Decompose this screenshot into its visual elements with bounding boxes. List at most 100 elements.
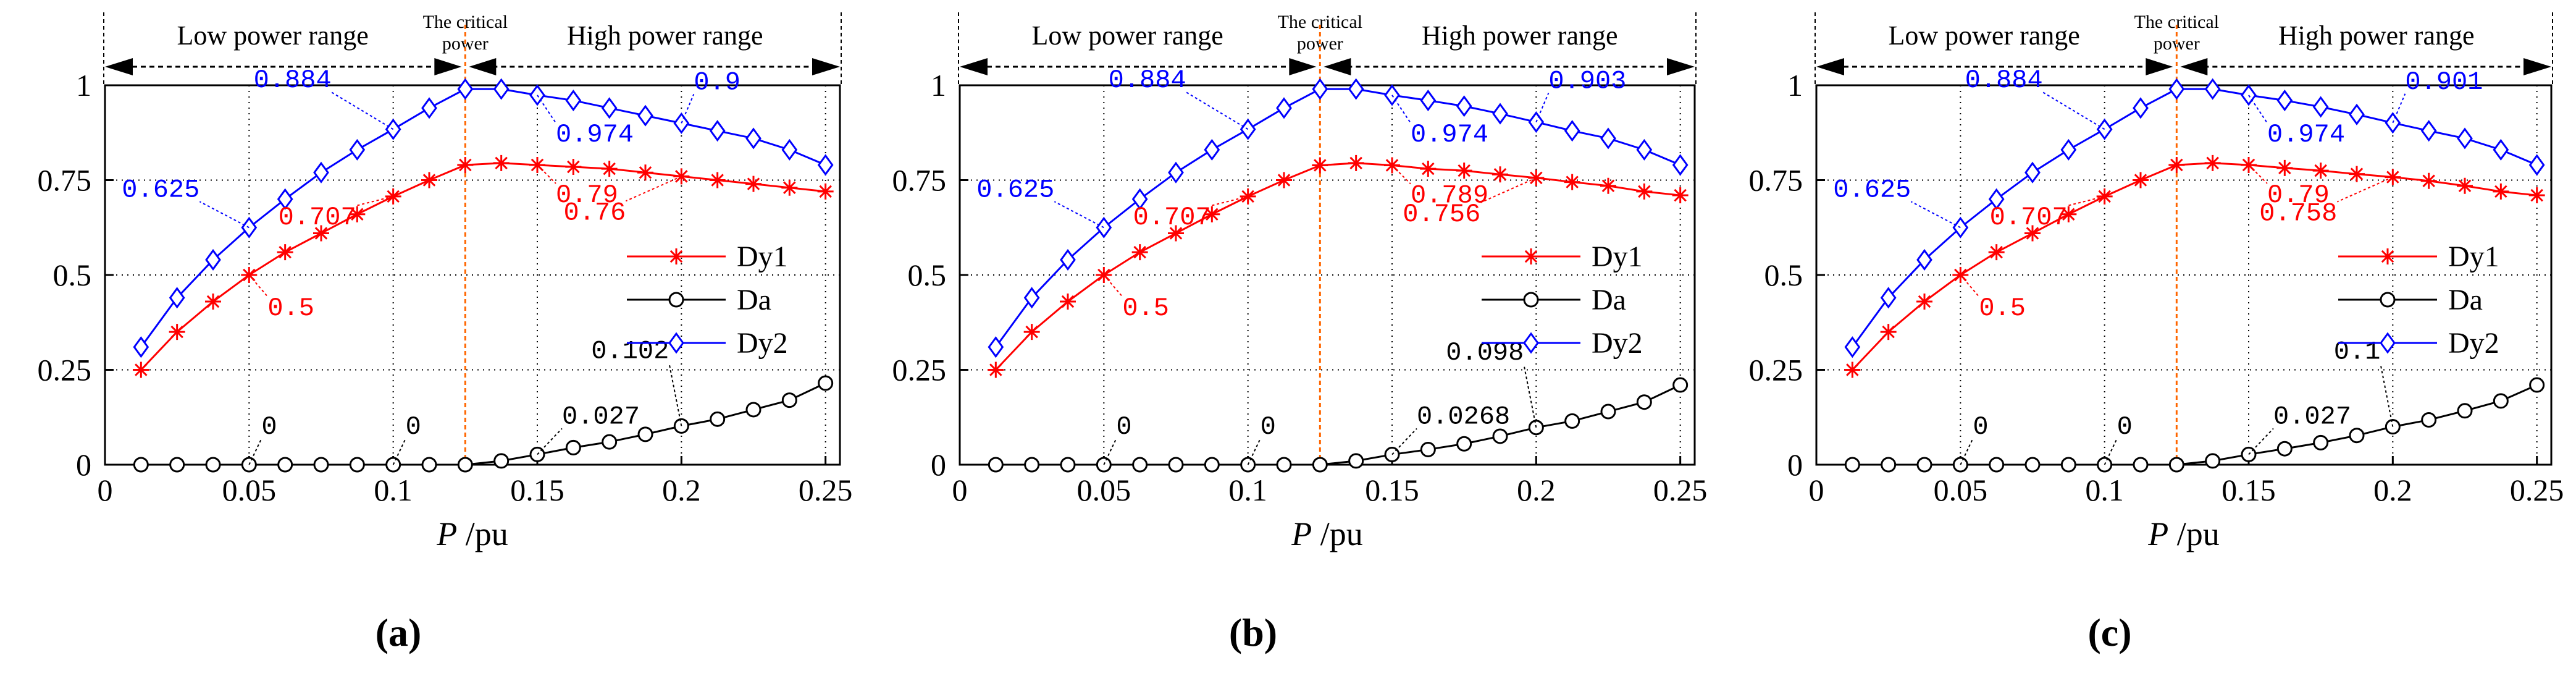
annotation-label: 0: [406, 412, 421, 442]
data-point-dy2: [1456, 95, 1472, 117]
low-range-arrow-left-head: [105, 58, 133, 75]
data-point-da: [988, 457, 1004, 473]
x-tick-label: 0.05: [1934, 473, 1988, 507]
data-point-dy1: [385, 188, 401, 205]
data-point-dy1: [457, 156, 474, 173]
annotation-label: 0.5: [1979, 294, 2026, 323]
data-point-da: [2133, 457, 2149, 473]
x-tick-label: 0.25: [1653, 473, 1708, 507]
annotation-leader: [199, 201, 250, 229]
data-point-da: [818, 375, 834, 391]
x-axis-label-unit: /pu: [2168, 515, 2220, 552]
annotation-leader: [1391, 428, 1417, 455]
data-point-dy2: [745, 127, 761, 150]
annotation-label: 0: [2117, 412, 2133, 442]
y-tick-label: 0.25: [38, 353, 92, 387]
annotation-leader: [1535, 93, 1550, 122]
data-point-dy1: [601, 161, 618, 177]
data-point-dy1: [2096, 188, 2113, 205]
high-range-label: High power range: [2278, 20, 2475, 51]
y-tick-label: 0.25: [1749, 353, 1803, 387]
x-tick-label: 0.2: [662, 473, 701, 507]
low-range-label: Low power range: [1032, 20, 1223, 51]
data-point-da: [1492, 428, 1508, 444]
annotation-leader: [537, 164, 556, 184]
data-point-dy1: [988, 361, 1004, 378]
data-point-dy2: [2420, 120, 2437, 142]
annotation-leader: [668, 363, 682, 426]
x-axis-label-symbol: P: [1291, 515, 1312, 552]
data-point-dy2: [1916, 248, 1932, 271]
data-point-dy2: [2024, 161, 2041, 184]
data-point-dy1: [2420, 172, 2437, 189]
annotation-label: 0.707: [279, 203, 356, 232]
data-point-dy2: [1240, 118, 1256, 140]
x-tick-label: 0: [952, 473, 968, 507]
data-point-dy2: [2133, 97, 2149, 119]
x-axis-label-symbol: P: [436, 515, 457, 552]
data-point-dy1: [2493, 183, 2509, 200]
data-point-dy2: [817, 154, 834, 176]
data-point-da: [349, 457, 365, 473]
legend-label-dy2: Dy2: [737, 327, 788, 360]
annotation-label: 0.625: [122, 175, 199, 205]
annotation-label: 0: [261, 412, 277, 442]
data-point-dy1: [313, 225, 329, 242]
data-point-dy2: [2060, 138, 2077, 161]
annotation-label: 0.625: [1833, 175, 1911, 205]
data-point-dy1: [1204, 206, 1220, 222]
data-point-da: [277, 457, 293, 473]
data-point-da: [169, 457, 185, 473]
data-point-da: [1348, 453, 1364, 469]
data-point-da: [457, 457, 473, 473]
y-tick-label: 1: [1787, 68, 1803, 103]
data-point-dy1: [709, 172, 726, 188]
data-point-da: [1276, 457, 1292, 473]
data-point-dy1: [2385, 169, 2401, 185]
data-point-dy2: [1312, 78, 1328, 100]
data-point-dy1: [817, 183, 834, 200]
data-point-dy1: [2276, 159, 2293, 176]
annotation-leader: [1391, 164, 1411, 185]
data-point-dy1: [241, 267, 258, 283]
low-range-arrow-left-head: [960, 58, 988, 75]
data-point-dy2: [493, 78, 510, 100]
chart-panel-b: Low power range High power range The criti…: [892, 12, 1708, 654]
annotation-leader: [537, 95, 556, 124]
annotation-label: 0: [1261, 412, 1276, 442]
panel-label: (a): [375, 611, 422, 654]
x-tick-label: 0: [98, 473, 113, 507]
data-point-da: [1952, 457, 1968, 473]
data-point-da: [1636, 394, 1652, 410]
annotation-label: 0.903: [1548, 67, 1626, 96]
low-range-arrow-right-head: [1289, 58, 1317, 75]
legend-marker-dy2: [2380, 332, 2396, 354]
y-tick-label: 0.5: [1764, 258, 1803, 292]
annotation-leader: [2248, 164, 2268, 184]
data-point-da: [1528, 420, 1544, 436]
annotation-label: 0.5: [1122, 294, 1169, 323]
high-range-arrow-left-head: [1324, 58, 1351, 75]
data-point-da: [1312, 457, 1328, 473]
data-point-dy1: [2528, 187, 2545, 204]
data-point-dy1: [2168, 156, 2185, 173]
annotation-label: 0.884: [1965, 66, 2043, 95]
series-line-dy1: [1852, 162, 2537, 371]
annotation-label: 0: [1116, 412, 1131, 442]
data-point-dy2: [421, 97, 437, 119]
data-point-dy2: [1096, 216, 1112, 239]
annotation-leader: [1054, 201, 1104, 229]
x-axis-label-unit: /pu: [1312, 515, 1363, 552]
annotation-label: 0.901: [2405, 67, 2483, 97]
data-point-da: [2529, 377, 2545, 393]
annotation-leader: [331, 91, 394, 130]
y-tick-label: 0: [76, 447, 91, 482]
x-tick-label: 0.15: [2221, 473, 2276, 507]
legend-marker-da: [2380, 292, 2396, 308]
annotation-leader: [537, 428, 563, 455]
legend-marker-dy1: [1523, 248, 1539, 264]
data-point-dy1: [2312, 163, 2329, 179]
legend-marker-dy1: [2380, 248, 2396, 264]
